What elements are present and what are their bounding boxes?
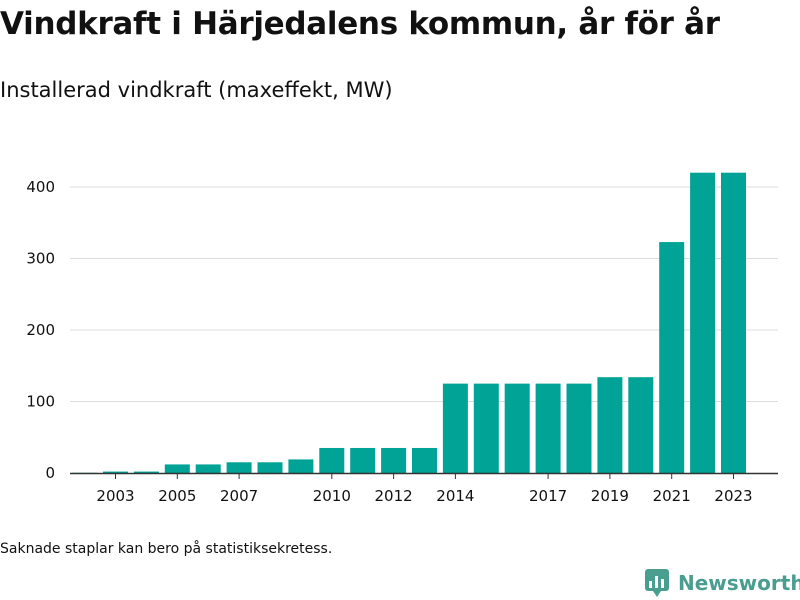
bar-2021	[659, 242, 685, 473]
newsworthy-logo-icon	[645, 569, 669, 597]
y-axis-ticks: 0 100 200 300 400	[26, 178, 55, 482]
bar-2010	[319, 447, 345, 473]
footnote: Saknade staplar kan bero på statistiksek…	[0, 541, 333, 557]
bar-2011	[350, 447, 376, 473]
bars	[72, 172, 746, 473]
bar-2004	[133, 471, 159, 473]
bar-2022	[690, 172, 716, 473]
x-tick-label: 2014	[436, 487, 474, 505]
y-tick-label: 400	[26, 178, 55, 196]
bar-2014	[442, 383, 468, 473]
bar-2016	[504, 383, 530, 473]
bar-2018	[566, 383, 592, 473]
y-tick-label: 0	[45, 464, 55, 482]
chart-subtitle: Installerad vindkraft (maxeffekt, MW)	[0, 78, 393, 102]
bar-2005	[164, 464, 190, 473]
bar-2006	[195, 464, 221, 473]
bar-2009	[288, 459, 314, 473]
x-tick-label: 2012	[375, 487, 413, 505]
x-tick-label: 2017	[529, 487, 567, 505]
chart-title: Vindkraft i Härjedalens kommun, år för å…	[0, 6, 720, 42]
x-tick-label: 2007	[220, 487, 258, 505]
y-tick-label: 100	[26, 393, 55, 411]
x-tick-label: 2003	[96, 487, 134, 505]
bar-2008	[257, 462, 283, 473]
x-axis: 2003 2005 2007 2010 2012 2014 2017 2019 2021 2023	[70, 472, 778, 505]
x-tick-label: 2021	[653, 487, 691, 505]
y-tick-label: 300	[26, 250, 55, 268]
bar-2007	[226, 462, 252, 473]
x-tick-label: 2023	[714, 487, 752, 505]
bar-2013	[412, 447, 437, 473]
bar-2012	[381, 447, 407, 473]
brand-name: Newsworthy	[678, 571, 800, 595]
bar-2020	[628, 377, 654, 473]
bar-2023	[721, 172, 746, 473]
bar-2015	[473, 383, 499, 473]
bar-2003	[103, 471, 128, 473]
bar-2019	[597, 377, 623, 473]
x-tick-label: 2005	[158, 487, 196, 505]
y-tick-label: 200	[26, 321, 55, 339]
brand: Newsworthy	[644, 568, 800, 598]
bar-2017	[535, 383, 561, 473]
x-tick-label: 2019	[591, 487, 629, 505]
x-tick-label: 2010	[313, 487, 351, 505]
